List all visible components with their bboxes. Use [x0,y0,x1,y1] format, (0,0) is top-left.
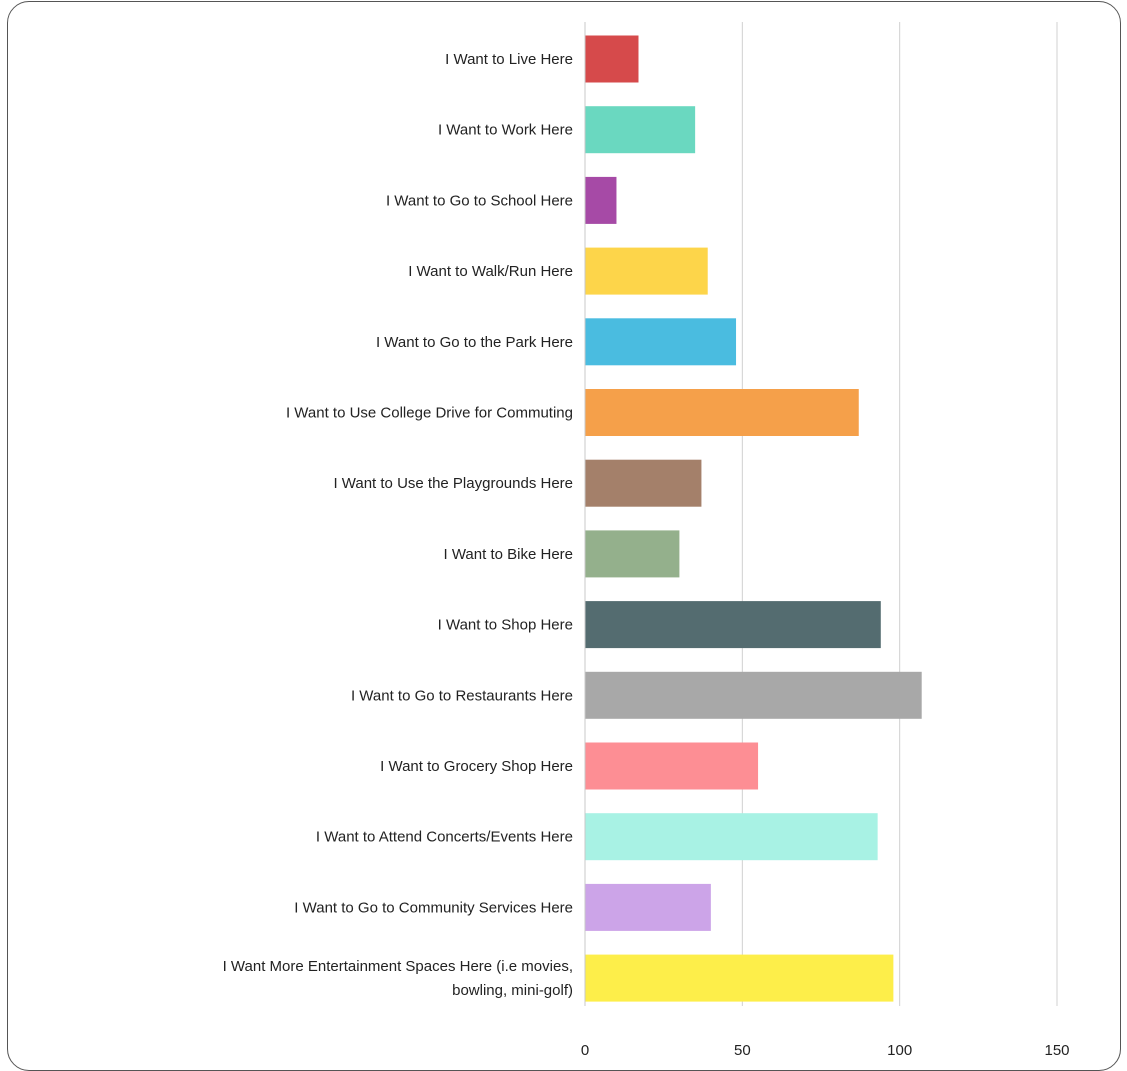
x-tick-label: 0 [581,1042,589,1059]
bar [585,389,859,436]
x-tick-labels: 0 50 100 150 [581,1042,1070,1059]
category-label: I Want to Go to Restaurants Here [351,687,573,704]
bar [585,813,878,861]
bar [585,35,639,83]
x-tick-label: 50 [734,1042,751,1059]
bar [585,318,737,366]
x-tick-label: 150 [1044,1042,1069,1059]
bar [585,601,881,649]
category-label: bowling, mini-golf) [452,982,573,999]
bars [585,35,922,1002]
bar [585,954,894,1002]
x-tick-label: 100 [887,1042,912,1059]
category-label: I Want to Use the Playgrounds Here [333,475,573,492]
category-label: I Want to Go to Community Services Here [294,899,573,916]
bar [585,883,711,931]
chart-frame [7,1,1121,1071]
bar [585,247,708,295]
bar [585,671,922,719]
category-label: I Want to Bike Here [444,546,574,563]
category-label: I Want to Walk/Run Here [408,263,573,280]
category-label: I Want to Attend Concerts/Events Here [316,829,573,846]
category-label: I Want to Grocery Shop Here [380,758,573,775]
bar [585,530,680,578]
bar [585,176,617,224]
category-labels: I Want to Live Here I Want to Work Here I … [223,51,573,999]
category-label: I Want More Entertainment Spaces Here (i… [223,958,573,975]
category-label: I Want to Work Here [438,122,573,139]
bar [585,106,696,154]
category-label: I Want to Live Here [445,51,573,68]
bar [585,742,759,790]
category-label: I Want to Go to the Park Here [376,334,573,351]
category-label: I Want to Use College Drive for Commutin… [286,405,573,422]
bar [585,459,702,507]
category-label: I Want to Go to School Here [386,192,573,209]
category-label: I Want to Shop Here [438,617,573,634]
